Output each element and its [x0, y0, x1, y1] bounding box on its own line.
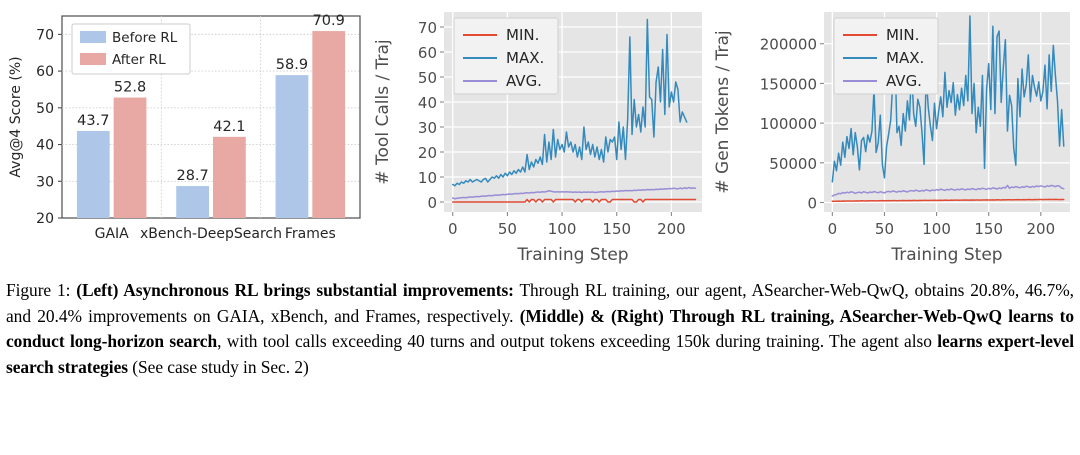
- caption-label: Figure 1:: [6, 280, 71, 300]
- bar-frames-before: [275, 75, 309, 218]
- bar-legend-swatch-1: [80, 53, 106, 65]
- bar-chart-svg: 20 30 40 50 60 70 Avg@4 Score (%) 43.7 52.8 GAIA 2…: [0, 0, 372, 272]
- line-xtick-label: 0: [448, 220, 458, 238]
- bar-value-label: 70.9: [313, 13, 345, 29]
- caption-part-2: (Middle) & (Right) Through RL training, …: [6, 305, 1074, 352]
- line-legend-label-1: MAX.: [886, 49, 924, 67]
- bar-ylabel: Avg@4 Score (%): [8, 56, 24, 177]
- line-ytick-label: 10: [418, 169, 437, 187]
- bar-legend-label-1: After RL: [112, 52, 166, 68]
- line-ytick-label: 50000: [769, 155, 817, 173]
- bar-xbench-deepsearch-before: [176, 186, 210, 218]
- line-ytick-label: 20: [418, 144, 437, 162]
- bar-frames-after: [312, 31, 346, 218]
- line-ytick-label: 60: [418, 44, 437, 62]
- line-xtick-label: 100: [548, 220, 577, 238]
- bar-xtick-label-2: Frames: [285, 226, 336, 242]
- line-legend-label-0: MIN.: [506, 26, 539, 44]
- caption-part-3: , with tool calls exceeding 40 turns and…: [217, 331, 938, 352]
- bar-ytick-label: 30: [36, 174, 54, 190]
- line-ytick-label: 70: [418, 19, 437, 37]
- bar-xbench-deepsearch-after: [212, 136, 246, 218]
- line-xtick-label: 50: [875, 220, 894, 238]
- line-ytick-label: 0: [807, 194, 817, 212]
- line-xlabel: Training Step: [890, 245, 1002, 265]
- chart-panel-left: 20 30 40 50 60 70 Avg@4 Score (%) 43.7 52.8 GAIA 2…: [0, 0, 372, 272]
- bar-ytick-label: 50: [36, 101, 54, 117]
- line-legend-label-2: AVG.: [506, 72, 542, 90]
- bar-legend-label-0: Before RL: [112, 30, 178, 46]
- chart-panel-right: 0 50000 100000 150000 200000 0 50 100 150 200 Trai…: [712, 0, 1080, 272]
- line-xtick-label: 150: [974, 220, 1003, 238]
- bar-xtick-label-1: xBench-DeepSearch: [140, 226, 282, 242]
- line-ylabel: # Gen Tokens / Traj: [713, 30, 733, 193]
- line-series-max: [452, 18, 688, 187]
- line-xtick-label: 0: [828, 220, 838, 238]
- line-xtick-label: 150: [602, 220, 631, 238]
- line-chart-svg: 0 10 20 30 40 50 60 70 0 50 100 150 200 Training Step…: [372, 0, 712, 272]
- line-legend-label-0: MIN.: [886, 26, 919, 44]
- bar-gaia-after: [113, 97, 147, 218]
- bar-value-label: 42.1: [213, 119, 245, 135]
- line-legend-box: [453, 17, 559, 95]
- line-series-max: [831, 15, 1065, 183]
- line-legend-label-1: MAX.: [506, 49, 544, 67]
- bar-value-label: 28.7: [176, 168, 208, 184]
- line-xlabel: Training Step: [516, 245, 628, 265]
- line-xtick-label: 200: [1026, 220, 1055, 238]
- bar-xtick-label-0: GAIA: [95, 226, 130, 242]
- chart-panel-middle: 0 10 20 30 40 50 60 70 0 50 100 150 200 Training Step…: [372, 0, 712, 272]
- line-series-min: [452, 198, 697, 203]
- bar-gaia-before: [76, 130, 110, 218]
- line-ytick-label: 100000: [760, 115, 817, 133]
- line-legend-label-2: AVG.: [886, 72, 922, 90]
- figure-caption: Figure 1: (Left) Asynchronous RL brings …: [6, 278, 1074, 380]
- bar-ytick-label: 40: [36, 138, 54, 154]
- line-xtick-label: 200: [657, 220, 686, 238]
- line-series-avg: [831, 184, 1065, 197]
- bar-value-label: 52.8: [114, 80, 146, 96]
- line-ytick-label: 40: [418, 94, 437, 112]
- line-xtick-label: 50: [498, 220, 517, 238]
- line-legend-box: [833, 17, 939, 95]
- bar-ytick-label: 60: [36, 64, 54, 80]
- caption-part-4: learns expert-level search strategies: [6, 331, 1074, 377]
- bar-value-label: 58.9: [276, 57, 308, 73]
- bar-ytick-label: 70: [36, 27, 54, 43]
- bar-value-label: 43.7: [77, 113, 109, 129]
- line-chart-svg: 0 50000 100000 150000 200000 0 50 100 150 200 Trai…: [712, 0, 1080, 272]
- line-ylabel: # Tool Calls / Traj: [373, 39, 393, 184]
- figure-panels-row: 20 30 40 50 60 70 Avg@4 Score (%) 43.7 52.8 GAIA 2…: [0, 0, 1080, 272]
- bar-ytick-label: 20: [36, 211, 54, 227]
- line-ytick-label: 200000: [760, 36, 817, 54]
- line-series-min: [831, 198, 1065, 203]
- line-ytick-label: 150000: [760, 75, 817, 93]
- caption-part-1: Through RL training, our agent, ASearche…: [6, 280, 1074, 326]
- line-ytick-label: 30: [418, 119, 437, 137]
- line-ytick-label: 0: [427, 194, 437, 212]
- caption-part-5: (See case study in Sec. 2): [127, 356, 309, 377]
- line-ytick-label: 50: [418, 69, 437, 87]
- line-series-avg: [452, 186, 697, 200]
- line-xtick-label: 100: [922, 220, 951, 238]
- bar-legend-swatch-0: [80, 31, 106, 43]
- caption-part-0: (Left) Asynchronous RL brings substantia…: [70, 280, 514, 300]
